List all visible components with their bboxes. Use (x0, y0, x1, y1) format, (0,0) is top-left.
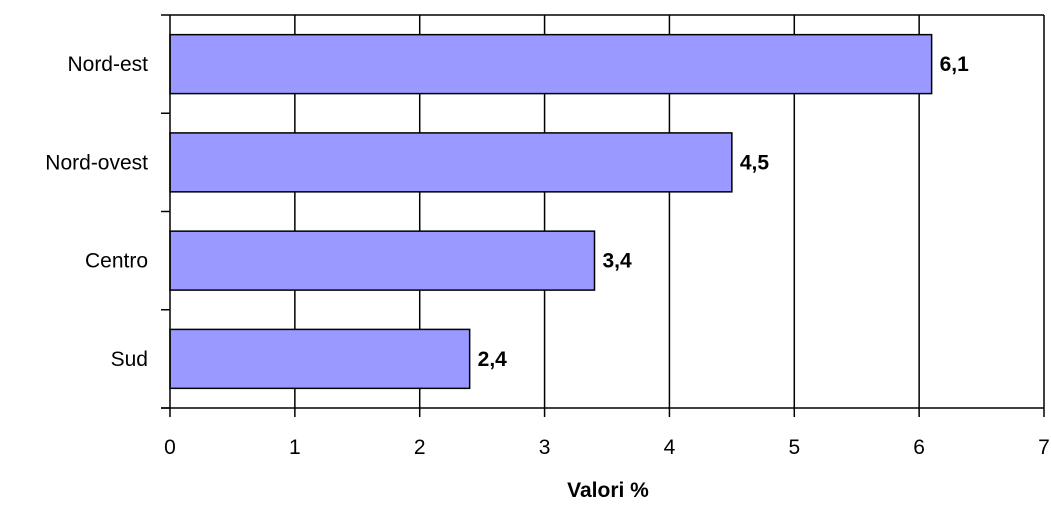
x-tick-label-3: 3 (539, 436, 551, 459)
axes (161, 14, 1045, 417)
labels: 6,1 Nord-est 4,5 Nord-ovest 3,4 Centro 2,4 Sud 0… (45, 53, 1050, 459)
data-label-1: 4,5 (740, 151, 770, 174)
category-label-2: Centro (85, 250, 148, 273)
x-tick-label-2: 2 (414, 436, 426, 459)
x-tick-label-6: 6 (913, 436, 925, 459)
x-tick-label-5: 5 (788, 436, 800, 459)
x-tick-label-7: 7 (1038, 436, 1050, 459)
x-tick-label-0: 0 (164, 436, 176, 459)
data-label-3: 2,4 (478, 348, 508, 371)
data-label-2: 3,4 (603, 250, 633, 273)
category-label-1: Nord-ovest (45, 151, 148, 174)
data-label-0: 6,1 (940, 53, 970, 76)
bar-2 (169, 230, 596, 291)
bar-1 (169, 132, 733, 193)
bar-0 (169, 33, 933, 95)
x-axis-title: Valori % (567, 479, 649, 502)
x-tick-label-1: 1 (289, 436, 301, 459)
x-tick-label-4: 4 (664, 436, 676, 459)
category-label-3: Sud (111, 348, 148, 371)
bars (169, 33, 933, 390)
bar-3 (169, 328, 471, 390)
category-label-0: Nord-est (67, 53, 148, 76)
